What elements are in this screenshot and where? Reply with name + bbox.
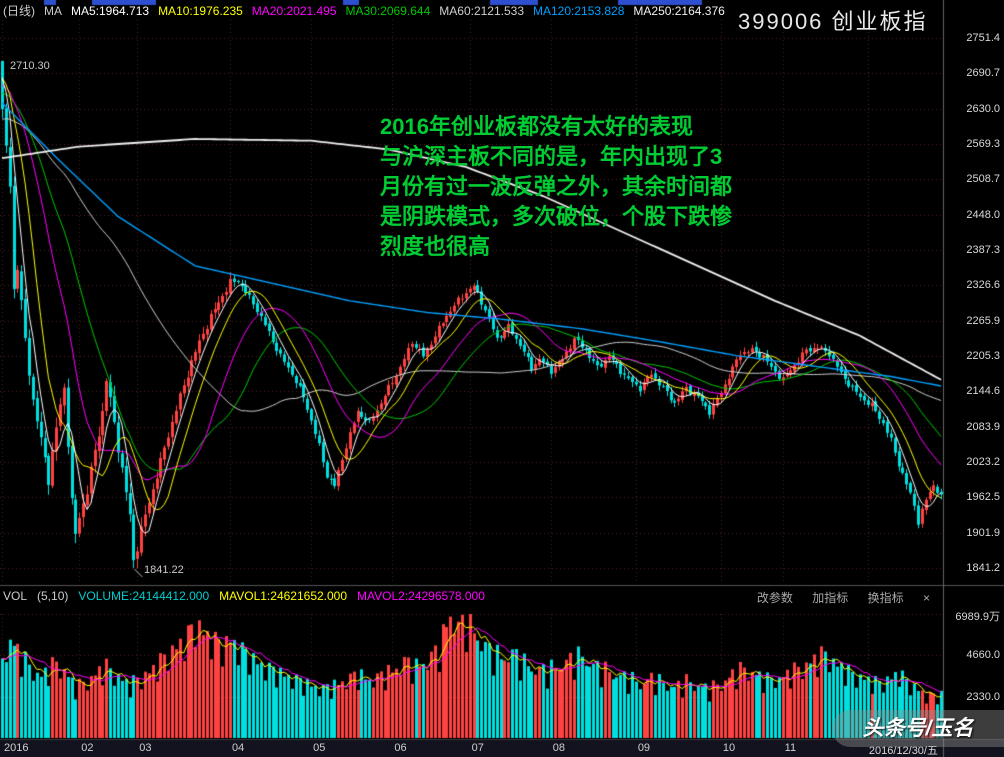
- price-axis-label: 2751.4: [966, 32, 1000, 44]
- price-axis-label: 2387.3: [966, 244, 1000, 256]
- annotation-line: 2016年创业板都没有太好的表现: [380, 114, 693, 139]
- price-axis-label: 2265.9: [966, 314, 1000, 327]
- ma-value-label: MA250:2164.376: [633, 4, 725, 18]
- month-label: 05: [313, 742, 326, 754]
- volume-value-label: MAVOL1:24621652.000: [219, 589, 348, 603]
- price-axis-label: 2690.7: [966, 67, 1000, 80]
- month-label: 07: [471, 742, 484, 754]
- volume-indicator-header: VOL (5,10) VOLUME:24144412.000 MAVOL1:24621…: [3, 589, 940, 605]
- volume-value-label: (5,10): [37, 589, 69, 603]
- annotation-line: 月份有过一波反弹之外，其余时间都: [380, 174, 733, 199]
- volume-axis-label: 2330.0: [966, 690, 1000, 703]
- ma-value-label: (日线): [3, 4, 35, 18]
- ma-value-label: MA: [44, 4, 62, 18]
- ma-value-label: MA120:2153.828: [533, 4, 625, 18]
- month-label: 10: [722, 742, 736, 754]
- indicator-header: (日线) MA MA5:1964.713 MA10:1976.235 MA20:2021…: [3, 2, 734, 18]
- volume-indicator-values: VOL (5,10) VOLUME:24144412.000 MAVOL1:24621…: [3, 589, 495, 603]
- time-axis: 2016/12/30/五 2016 02 03 04 05 06 07 08 09 10 11: [0, 740, 1004, 757]
- chart-annotation: 2016年创业板都没有太好的表现与沪深主板不同的是，年内出现了3 月份有过一波反弹…: [380, 112, 732, 262]
- volume-value-label: VOL: [3, 589, 28, 603]
- price-axis-label: 2508.7: [966, 173, 1000, 186]
- ma-value-label: MA5:1964.713: [71, 4, 150, 18]
- price-axis-label: 2023.2: [966, 456, 1000, 469]
- edit-params-button[interactable]: 改参数: [756, 591, 793, 605]
- price-axis-label: 2205.3: [966, 349, 1000, 362]
- price-axis-label: 1901.9: [966, 526, 1000, 539]
- volume-axis-label: 4660.0: [966, 649, 1000, 662]
- month-label: 04: [232, 742, 245, 754]
- ma-value-label: MA60:2121.533: [439, 4, 524, 18]
- close-indicator-button[interactable]: ×: [922, 591, 930, 605]
- low-price-label: 1841.22: [144, 564, 184, 576]
- price-axis-label: 2630.0: [966, 102, 1000, 115]
- price-axis-label: 1841.2: [966, 562, 1000, 574]
- annotation-line: 与沪深主板不同的是，年内出现了3: [380, 144, 723, 169]
- month-label: 08: [552, 742, 566, 754]
- ma-value-label: MA10:1976.235: [158, 4, 243, 18]
- price-axis-label: 2569.3: [966, 138, 1000, 151]
- month-label: 03: [139, 742, 152, 754]
- price-axis-label: 2448.0: [966, 208, 1000, 221]
- current-date-label: 2016/12/30/五: [868, 745, 938, 757]
- volume-value-label: VOLUME:24144412.000: [78, 589, 210, 603]
- month-label: 2016: [4, 742, 29, 754]
- volume-toolbar: 改参数 加指标 换指标 ×: [741, 589, 930, 606]
- price-axis-label: 2083.9: [966, 420, 1000, 433]
- watermark: 头条号/玉名: [832, 710, 1004, 747]
- month-label: 06: [394, 742, 407, 754]
- annotation-line: 烈度也很高: [380, 234, 491, 259]
- price-axis-label: 2144.6: [966, 385, 1000, 398]
- change-indicator-button[interactable]: 换指标: [867, 591, 904, 605]
- volume-value-label: MAVOL2:24296578.000: [357, 589, 485, 603]
- symbol-title: 399006 创业板指: [738, 9, 928, 34]
- ma-value-label: MA20:2021.495: [251, 4, 337, 18]
- price-axis-label: 2326.6: [966, 279, 1000, 292]
- add-indicator-button[interactable]: 加指标: [812, 591, 849, 605]
- month-label: 02: [81, 742, 94, 754]
- annotation-line: 是阴跌模式，多次破位，个股下跌惨: [380, 204, 733, 229]
- volume-axis-label: 6989.9万: [955, 611, 1000, 623]
- ma-value-label: MA30:2069.644: [345, 4, 431, 18]
- high-price-label: 2710.30: [10, 60, 50, 72]
- month-label: 11: [784, 742, 797, 754]
- price-axis-label: 1962.5: [966, 491, 1000, 504]
- price-axis: 2751.4 2690.7 2630.0 2569.3 2508.7 2448.0 2387…: [943, 0, 1004, 757]
- month-label: 09: [637, 742, 651, 754]
